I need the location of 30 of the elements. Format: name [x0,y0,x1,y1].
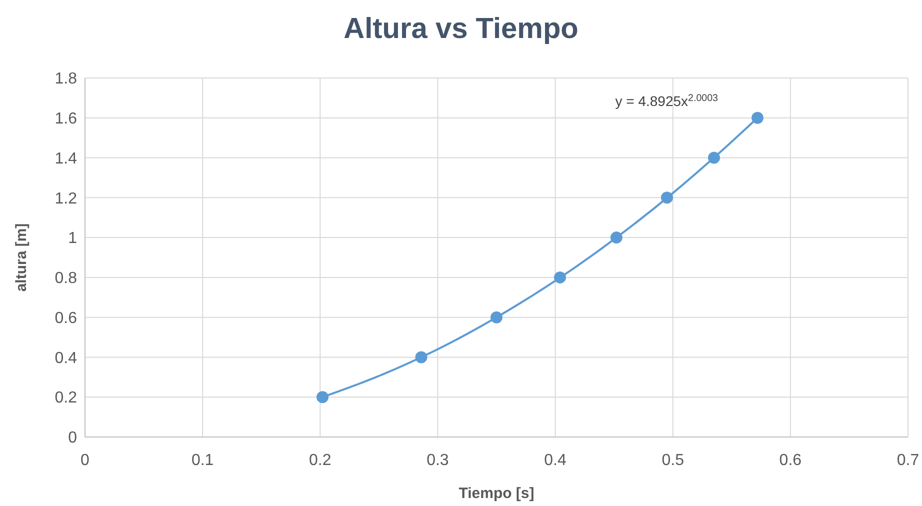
y-tick-label: 1.4 [54,150,78,168]
x-tick-label: 0.2 [309,452,332,469]
point [660,192,673,204]
y-tick-label: 1.6 [54,110,78,128]
x-tick-label: 0 [80,452,90,469]
y-axis-title: altura [m] [13,223,30,292]
x-tick-label: 0.7 [896,452,920,469]
y-tick-label: 0 [68,430,78,447]
chart-title: Altura vs Tiempo [344,13,578,45]
x-tick-label: 0.6 [779,452,802,469]
point [415,351,428,364]
point [610,232,622,244]
point [708,152,720,164]
point [752,112,764,124]
y-tick-label: 1 [68,230,78,248]
point [554,271,566,284]
point [316,391,328,404]
annotation: y = 4.8925x$^{2.0003}$ [615,92,719,109]
x-tick-label: 0.4 [544,452,567,469]
y-tick-label: 1.2 [54,190,78,208]
y-tick-label: 1.8 [54,70,78,88]
y-tick-label: 0.2 [54,390,78,407]
x-axis-title: Tiempo [s] [458,485,534,502]
x-tick-label: 0.3 [426,452,449,469]
x-tick-label: 0.1 [191,452,214,469]
x-tick-label: 0.5 [662,452,684,469]
y-tick-label: 0.6 [54,310,78,327]
point [490,311,502,324]
y-tick-label: 0.8 [54,270,78,288]
y-tick-label: 0.4 [54,350,78,367]
